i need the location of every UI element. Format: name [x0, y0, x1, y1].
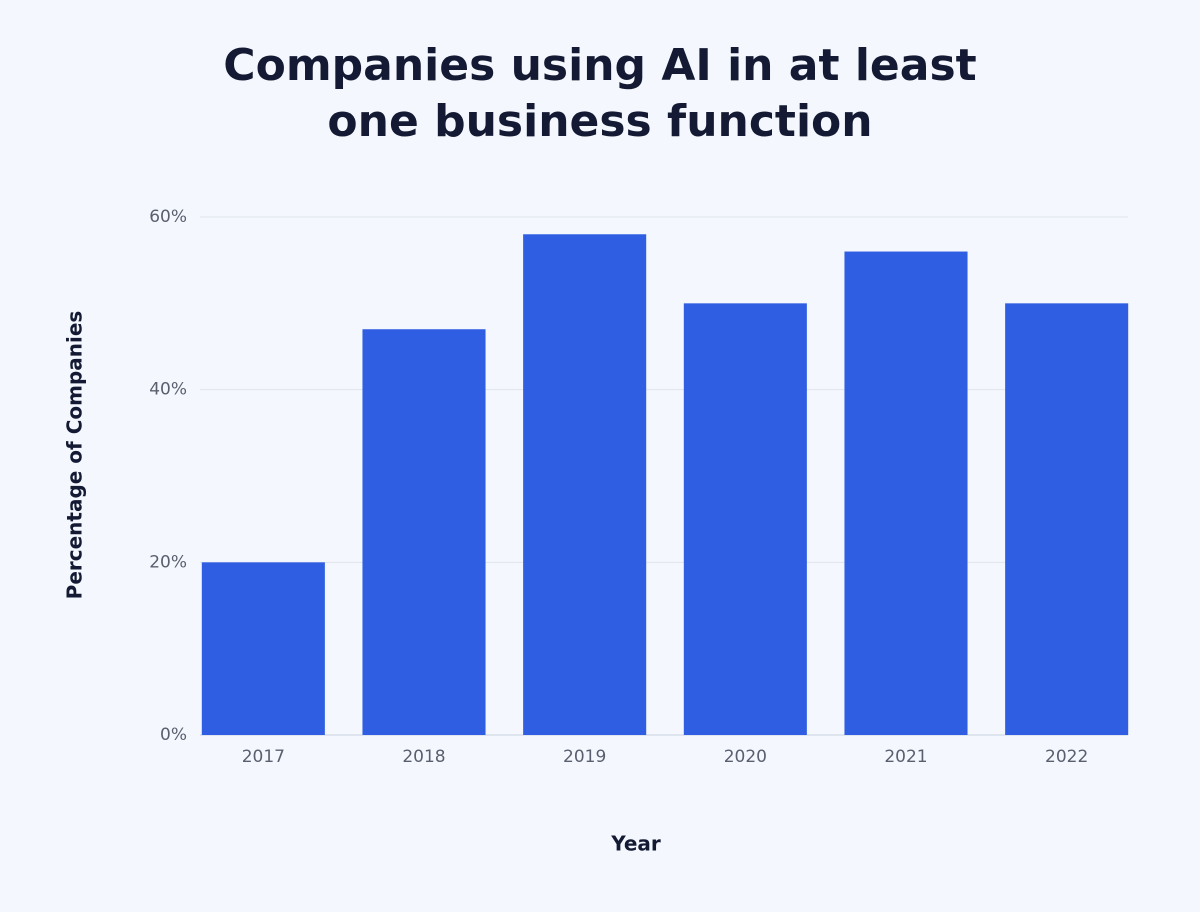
- x-tick-label: 2019: [563, 747, 606, 767]
- bar: [683, 303, 807, 735]
- chart-title: Companies using AI in at least one busin…: [223, 40, 977, 147]
- x-tick-label: 2018: [402, 747, 445, 767]
- y-tick-label: 60%: [149, 207, 187, 227]
- bar: [844, 251, 968, 736]
- y-tick-label: 20%: [149, 552, 187, 572]
- x-tick-label: 2020: [724, 747, 767, 767]
- x-axis-title: Year: [610, 832, 661, 856]
- bar: [362, 329, 486, 735]
- x-tick-label: 2021: [884, 747, 927, 767]
- x-tick-label: 2017: [242, 747, 285, 767]
- y-tick-label: 0%: [160, 725, 187, 745]
- bar: [1005, 303, 1129, 735]
- bar: [523, 234, 647, 735]
- bar: [201, 562, 325, 735]
- x-tick-label: 2022: [1045, 747, 1088, 767]
- y-tick-label: 40%: [149, 380, 187, 400]
- y-axis-title: Percentage of Companies: [63, 311, 87, 600]
